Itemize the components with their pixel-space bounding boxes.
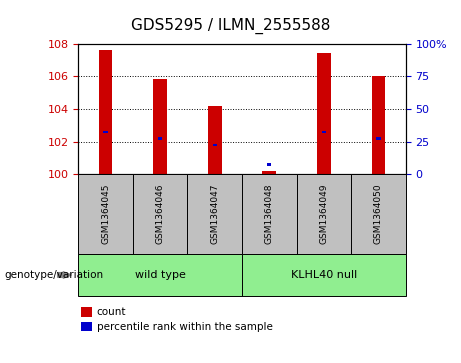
- Text: GDS5295 / ILMN_2555588: GDS5295 / ILMN_2555588: [131, 17, 330, 33]
- Text: percentile rank within the sample: percentile rank within the sample: [97, 322, 273, 332]
- Text: GSM1364045: GSM1364045: [101, 184, 110, 244]
- Bar: [267, 163, 272, 166]
- Text: wild type: wild type: [135, 270, 186, 280]
- Bar: [317, 53, 331, 174]
- Bar: [208, 106, 222, 174]
- Bar: [376, 137, 381, 139]
- Text: GSM1364050: GSM1364050: [374, 184, 383, 245]
- Bar: [213, 144, 217, 146]
- Text: GSM1364048: GSM1364048: [265, 184, 274, 244]
- Bar: [372, 76, 385, 174]
- Text: genotype/variation: genotype/variation: [5, 270, 104, 280]
- Text: GSM1364049: GSM1364049: [319, 184, 328, 244]
- Text: KLHL40 null: KLHL40 null: [291, 270, 357, 280]
- Bar: [154, 79, 167, 174]
- Text: GSM1364046: GSM1364046: [156, 184, 165, 244]
- Bar: [158, 137, 162, 139]
- Bar: [262, 171, 276, 174]
- Text: count: count: [97, 307, 126, 317]
- Text: GSM1364047: GSM1364047: [210, 184, 219, 244]
- Bar: [322, 131, 326, 133]
- Bar: [103, 131, 108, 133]
- Bar: [99, 50, 112, 174]
